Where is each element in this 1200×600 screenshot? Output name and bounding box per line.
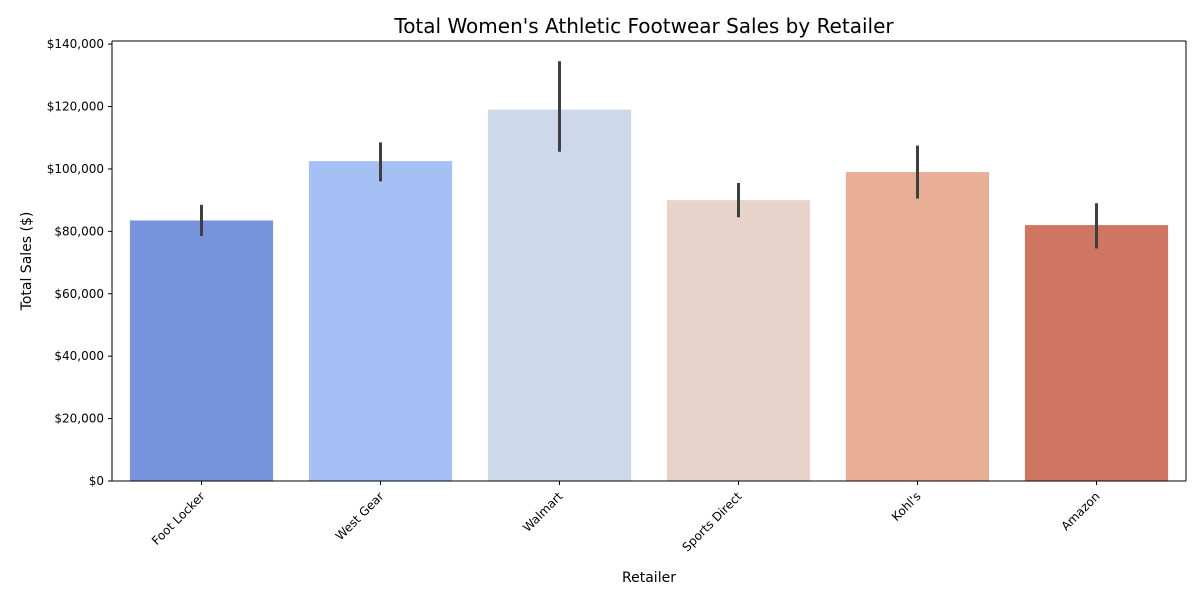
x-tick-label-2: Walmart — [520, 489, 566, 535]
y-tick-label-0: $0 — [89, 474, 104, 488]
x-tick-label-4: Kohl's — [889, 489, 924, 524]
y-tick-label-4: $80,000 — [54, 224, 104, 238]
error-bars-layer — [200, 61, 1098, 249]
y-tick-label-1: $20,000 — [54, 412, 104, 426]
bar-3 — [666, 200, 811, 482]
x-axis-label: Retailer — [622, 570, 676, 586]
bar-2 — [487, 109, 632, 482]
y-tick-label-7: $140,000 — [47, 37, 104, 51]
y-axis-label: Total Sales ($) — [19, 212, 35, 312]
bar-1 — [308, 161, 453, 481]
x-tick-label-3: Sports Direct — [679, 489, 744, 554]
y-tick-label-3: $60,000 — [54, 287, 104, 301]
bar-5 — [1024, 225, 1169, 481]
y-tick-label-5: $100,000 — [47, 162, 104, 176]
bar-0 — [129, 220, 274, 481]
bar-4 — [845, 172, 990, 481]
y-tick-label-6: $120,000 — [47, 100, 104, 114]
x-tick-label-1: West Gear — [333, 489, 387, 543]
chart-title: Total Women's Athletic Footwear Sales by… — [393, 14, 894, 38]
y-tick-label-2: $40,000 — [54, 349, 104, 363]
x-tick-label-5: Amazon — [1058, 489, 1102, 533]
x-tick-label-0: Foot Locker — [149, 489, 208, 548]
bars-layer — [129, 109, 1169, 482]
